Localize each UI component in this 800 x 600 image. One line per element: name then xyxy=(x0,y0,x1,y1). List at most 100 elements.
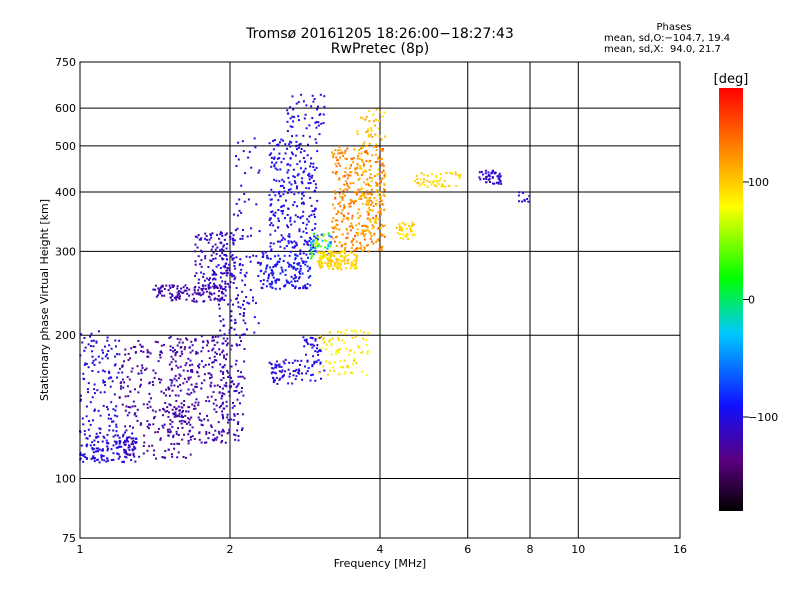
data-point xyxy=(151,380,154,383)
data-point xyxy=(112,420,115,423)
x-tick-label: 1 xyxy=(77,543,84,556)
data-point xyxy=(112,444,115,447)
data-point xyxy=(200,350,203,353)
data-point xyxy=(359,165,362,168)
data-point xyxy=(480,170,483,173)
data-point xyxy=(363,169,366,172)
data-point xyxy=(243,360,246,363)
data-point xyxy=(226,369,229,372)
data-point xyxy=(358,346,361,349)
data-point xyxy=(339,195,342,198)
data-point xyxy=(212,285,215,288)
data-point xyxy=(433,184,436,187)
colorbar-tick-label: 0 xyxy=(748,294,755,307)
data-point xyxy=(382,169,385,172)
data-point xyxy=(233,390,236,393)
data-point xyxy=(106,336,109,339)
data-point xyxy=(187,440,190,442)
data-point xyxy=(221,351,224,354)
data-point xyxy=(99,414,102,417)
data-point xyxy=(364,229,366,232)
data-point xyxy=(252,296,254,299)
data-point xyxy=(311,246,314,249)
data-point xyxy=(313,344,316,347)
data-point xyxy=(293,201,296,204)
data-point xyxy=(295,144,298,147)
data-point xyxy=(178,290,180,293)
data-point xyxy=(364,118,367,121)
data-point xyxy=(162,426,165,429)
data-point xyxy=(352,237,355,240)
data-point xyxy=(236,413,239,415)
data-point xyxy=(107,377,110,380)
data-point xyxy=(395,226,398,229)
data-point xyxy=(141,364,144,367)
data-point xyxy=(294,258,297,261)
y-axis-label: Stationary phase Virtual Height [km] xyxy=(38,199,51,401)
data-point xyxy=(301,260,304,263)
data-point xyxy=(323,250,326,253)
data-point xyxy=(311,337,314,340)
data-point xyxy=(269,233,272,236)
data-point xyxy=(304,286,307,289)
data-point xyxy=(314,339,317,342)
data-point xyxy=(170,361,173,364)
data-point xyxy=(195,272,198,275)
data-point xyxy=(379,111,381,114)
data-point xyxy=(278,378,281,381)
data-point xyxy=(264,251,267,254)
data-point xyxy=(230,365,233,368)
data-point xyxy=(297,115,300,118)
data-point xyxy=(360,167,363,170)
data-point xyxy=(309,246,312,249)
data-point xyxy=(128,448,131,451)
data-point xyxy=(354,264,357,267)
data-point xyxy=(302,287,305,290)
data-point xyxy=(165,284,168,287)
data-point xyxy=(180,406,183,409)
data-point xyxy=(213,437,216,440)
data-point xyxy=(91,370,94,372)
data-point xyxy=(103,459,106,462)
data-point xyxy=(168,428,171,431)
data-point xyxy=(283,204,285,207)
data-point xyxy=(359,242,362,245)
data-point xyxy=(309,266,311,269)
data-point xyxy=(338,228,341,231)
data-point xyxy=(124,449,127,452)
data-point xyxy=(212,258,215,261)
data-point xyxy=(122,441,125,444)
data-point xyxy=(268,282,271,285)
data-point xyxy=(337,351,340,354)
data-point xyxy=(180,287,183,290)
data-point xyxy=(365,225,368,228)
data-point xyxy=(106,433,109,436)
data-point xyxy=(159,353,161,356)
data-point xyxy=(495,181,498,184)
data-point xyxy=(298,271,301,273)
data-point xyxy=(219,249,222,252)
data-point xyxy=(307,256,309,259)
data-point xyxy=(398,223,401,226)
data-point xyxy=(228,269,231,272)
data-point xyxy=(230,255,233,258)
data-point xyxy=(143,434,146,437)
data-point xyxy=(271,367,274,370)
data-point xyxy=(177,433,180,436)
data-point xyxy=(95,340,98,343)
data-point xyxy=(336,149,339,152)
data-point xyxy=(179,365,182,368)
data-point xyxy=(239,271,242,274)
data-point xyxy=(115,423,118,426)
data-point xyxy=(229,348,232,351)
data-point xyxy=(305,187,308,190)
data-point xyxy=(405,228,408,230)
data-point xyxy=(275,360,278,363)
data-point xyxy=(344,149,347,152)
data-point xyxy=(266,264,269,267)
data-point xyxy=(370,232,373,235)
data-point xyxy=(169,404,172,407)
data-point xyxy=(271,161,273,164)
data-point xyxy=(106,457,109,460)
data-point xyxy=(335,350,338,353)
